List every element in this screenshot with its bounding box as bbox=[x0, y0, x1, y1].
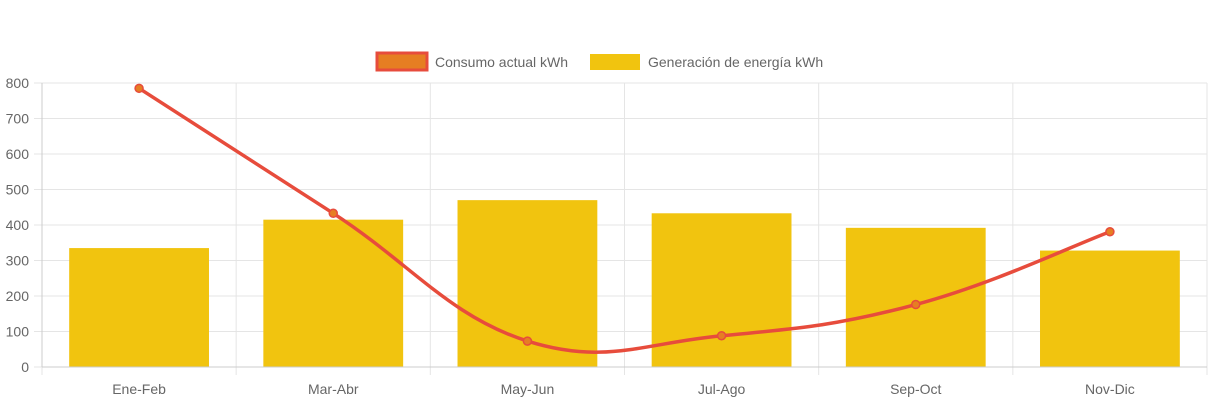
y-tick-label: 300 bbox=[6, 253, 30, 269]
legend-item-generacion[interactable]: Generación de energía kWh bbox=[590, 54, 823, 70]
grid-lines bbox=[34, 82, 1208, 375]
y-tick-label: 600 bbox=[6, 146, 30, 162]
legend-label-generacion: Generación de energía kWh bbox=[648, 54, 823, 70]
axes: 0 100 200 300 400 500 600 700 800 Ene-Feb Mar-Abr M… bbox=[6, 75, 1207, 397]
bar bbox=[1040, 250, 1180, 367]
x-tick-label: Nov-Dic bbox=[1085, 381, 1135, 397]
bar-series-generacion bbox=[69, 200, 1180, 367]
y-tick-label: 700 bbox=[6, 111, 30, 127]
bar bbox=[69, 248, 209, 367]
line-point bbox=[1105, 226, 1115, 237]
y-tick-label: 200 bbox=[6, 288, 30, 304]
y-tick-label: 0 bbox=[21, 359, 29, 375]
legend-swatch-generacion bbox=[590, 54, 640, 70]
line-point bbox=[522, 336, 533, 346]
x-tick-label: Ene-Feb bbox=[112, 381, 166, 397]
y-tick-label: 500 bbox=[6, 182, 30, 198]
legend-label-consumo: Consumo actual kWh bbox=[435, 54, 568, 70]
legend-item-consumo[interactable]: Consumo actual kWh bbox=[375, 51, 568, 72]
line-point bbox=[134, 83, 144, 94]
x-tick-label: May-Jun bbox=[501, 381, 555, 397]
y-tick-label: 400 bbox=[6, 217, 30, 233]
bar bbox=[263, 219, 404, 367]
x-tick-label: Mar-Abr bbox=[308, 381, 359, 397]
line-series-consumo bbox=[134, 83, 1115, 354]
line-point bbox=[716, 331, 727, 341]
x-tick-label: Sep-Oct bbox=[890, 381, 941, 397]
line-point bbox=[328, 208, 338, 219]
bar bbox=[845, 227, 986, 367]
line-point bbox=[911, 299, 921, 310]
line-path bbox=[138, 86, 1111, 354]
y-tick-label: 800 bbox=[6, 75, 30, 91]
legend-swatch-consumo bbox=[375, 51, 429, 72]
legend: Consumo actual kWh Generación de energía… bbox=[375, 51, 823, 72]
y-tick-label: 100 bbox=[6, 324, 30, 340]
x-tick-label: Jul-Ago bbox=[698, 381, 746, 397]
